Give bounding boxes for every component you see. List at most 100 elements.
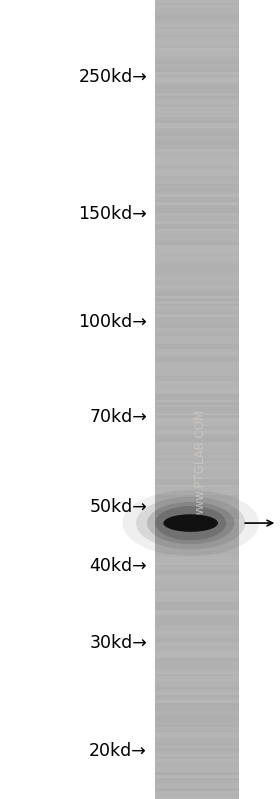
- Bar: [155, 290, 239, 293]
- Bar: [155, 694, 239, 698]
- Bar: [155, 775, 239, 777]
- Bar: [155, 237, 239, 240]
- Bar: [155, 572, 239, 575]
- Bar: [155, 620, 239, 623]
- Text: 20kd→: 20kd→: [89, 742, 147, 760]
- Bar: [155, 484, 239, 487]
- Bar: [155, 58, 239, 62]
- Bar: [155, 133, 239, 136]
- Bar: [155, 706, 239, 709]
- Bar: [155, 244, 239, 248]
- Bar: [155, 793, 239, 797]
- Bar: [155, 292, 239, 296]
- Bar: [155, 580, 239, 583]
- Bar: [155, 18, 239, 22]
- Bar: [155, 514, 239, 517]
- Bar: [155, 175, 239, 178]
- Bar: [155, 644, 239, 647]
- Bar: [155, 287, 239, 290]
- Bar: [155, 487, 239, 490]
- Bar: [155, 540, 239, 543]
- Text: 50kd→: 50kd→: [89, 498, 147, 515]
- Bar: [155, 410, 239, 413]
- Bar: [155, 173, 239, 176]
- Bar: [155, 791, 239, 793]
- Bar: [155, 455, 239, 458]
- Bar: [155, 404, 239, 407]
- Bar: [155, 538, 239, 541]
- Bar: [155, 599, 239, 602]
- Bar: [155, 732, 239, 735]
- Bar: [155, 276, 239, 280]
- Bar: [155, 149, 239, 152]
- Bar: [155, 114, 239, 117]
- Bar: [155, 642, 239, 645]
- Bar: [155, 769, 239, 773]
- Bar: [155, 221, 239, 224]
- Bar: [155, 703, 239, 706]
- Bar: [155, 252, 239, 256]
- Bar: [155, 218, 239, 221]
- Bar: [155, 167, 239, 170]
- Bar: [155, 260, 239, 264]
- Text: 100kd→: 100kd→: [78, 312, 147, 331]
- Bar: [155, 460, 239, 463]
- Bar: [155, 490, 239, 493]
- Bar: [155, 506, 239, 509]
- Bar: [155, 447, 239, 450]
- Bar: [155, 308, 239, 312]
- Bar: [155, 77, 239, 80]
- Bar: [155, 154, 239, 157]
- Bar: [155, 626, 239, 629]
- Bar: [155, 610, 239, 613]
- Bar: [155, 743, 239, 745]
- Bar: [155, 412, 239, 415]
- Bar: [155, 698, 239, 701]
- Bar: [155, 716, 239, 719]
- Bar: [155, 415, 239, 418]
- Bar: [155, 671, 239, 674]
- Bar: [155, 394, 239, 397]
- Bar: [155, 591, 239, 594]
- Bar: [155, 23, 239, 26]
- Bar: [155, 444, 239, 447]
- Bar: [155, 95, 239, 98]
- Bar: [155, 407, 239, 410]
- Bar: [155, 0, 239, 799]
- Bar: [155, 724, 239, 727]
- Bar: [155, 522, 239, 525]
- Bar: [155, 42, 239, 46]
- Bar: [155, 157, 239, 160]
- Bar: [155, 138, 239, 141]
- Bar: [155, 588, 239, 591]
- Bar: [155, 463, 239, 466]
- Bar: [155, 364, 239, 368]
- Bar: [155, 780, 239, 783]
- Bar: [155, 213, 239, 216]
- Bar: [155, 234, 239, 237]
- Bar: [155, 396, 239, 400]
- Bar: [155, 559, 239, 562]
- Bar: [155, 503, 239, 506]
- Bar: [155, 618, 239, 621]
- Bar: [155, 93, 239, 96]
- Bar: [155, 378, 239, 381]
- Bar: [155, 210, 239, 213]
- Bar: [155, 676, 239, 679]
- Bar: [155, 135, 239, 138]
- Bar: [155, 452, 239, 455]
- Bar: [155, 721, 239, 725]
- Bar: [155, 205, 239, 208]
- Bar: [155, 87, 239, 90]
- Bar: [155, 777, 239, 781]
- Bar: [155, 735, 239, 737]
- Bar: [155, 55, 239, 58]
- Bar: [155, 753, 239, 757]
- Bar: [155, 130, 239, 133]
- Bar: [155, 690, 239, 693]
- Bar: [155, 570, 239, 573]
- Bar: [155, 370, 239, 373]
- Bar: [155, 687, 239, 690]
- Bar: [155, 189, 239, 192]
- Bar: [155, 612, 239, 615]
